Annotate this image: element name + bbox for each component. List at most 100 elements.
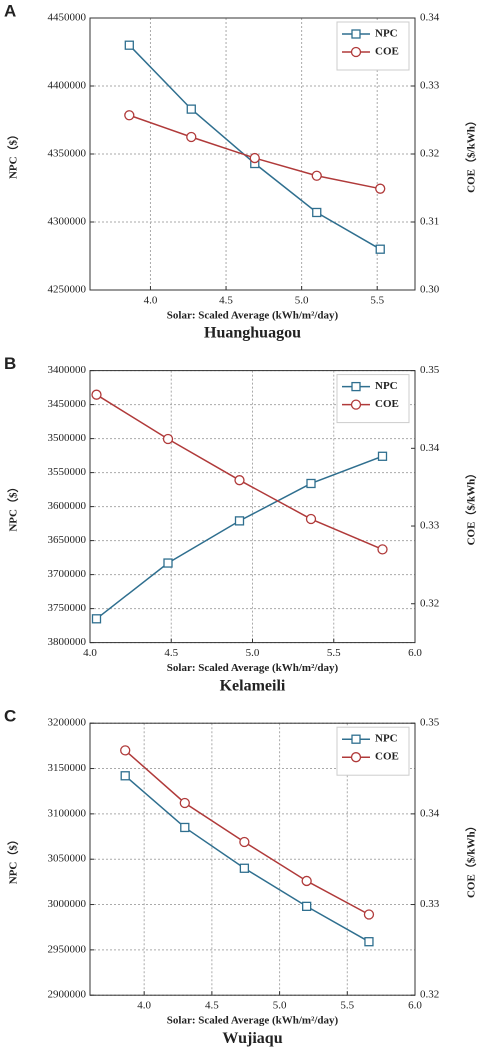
y-tick-label: 4350000 (48, 148, 87, 160)
marker (302, 901, 312, 911)
y-tick-label: 3000000 (48, 898, 87, 910)
marker (162, 433, 174, 445)
y2-tick-label: 0.33 (420, 898, 440, 910)
y-axis-label: NPC（$） (7, 834, 20, 884)
y-tick-label: 4400000 (48, 80, 87, 92)
marker (312, 207, 322, 218)
y2-tick-label: 0.30 (420, 284, 440, 296)
y-axis-label: NPC（$） (7, 129, 20, 179)
legend-marker (350, 46, 362, 58)
series-line (124, 749, 370, 916)
marker (180, 822, 190, 833)
marker (375, 183, 386, 194)
y-tick-label: 4250000 (48, 284, 87, 296)
marker (375, 244, 385, 254)
y-tick-label: 3700000 (48, 568, 87, 580)
marker (124, 110, 135, 121)
panel-label: B (4, 354, 16, 373)
x-tick-label: 4.5 (219, 295, 233, 307)
x-tick-label: 4.5 (164, 647, 178, 659)
marker (306, 478, 316, 489)
x-axis-label: Solar: Scaled Average (kWh/m²/day) (167, 662, 339, 674)
marker (91, 614, 102, 624)
y2-tick-label: 0.34 (420, 12, 440, 24)
x-axis-label: Solar: Scaled Average (kWh/m²/day) (167, 1015, 339, 1027)
marker (305, 513, 317, 525)
y-tick-label: 3050000 (48, 853, 87, 865)
legend-label: COE (375, 46, 399, 58)
legend-box (336, 21, 410, 71)
x-tick-label: 4.0 (83, 647, 97, 659)
y-tick-label: 3550000 (48, 466, 87, 478)
marker (234, 516, 245, 526)
legend-box (336, 374, 410, 424)
chart-title: Kelameili (220, 677, 286, 694)
legend-label: COE (375, 398, 399, 410)
legend-label: NPC (375, 28, 398, 40)
y2-tick-label: 0.34 (420, 442, 440, 454)
series-line (129, 114, 381, 190)
y-tick-label: 3150000 (48, 762, 87, 774)
plot-frame (89, 17, 416, 291)
x-tick-label: 6.0 (408, 1000, 422, 1012)
y-tick-label: 3750000 (48, 602, 87, 614)
legend-marker (350, 752, 362, 763)
x-tick-label: 6.0 (408, 647, 422, 659)
x-tick-label: 4.0 (137, 1000, 151, 1012)
marker (377, 451, 388, 461)
marker (120, 771, 130, 781)
panel: B 4.0 4.5 5.0 5.5 6.0 3400000 3450000 3500000 355… (4, 354, 478, 694)
y2-axis-label: COE（$/kWh） (465, 115, 478, 193)
marker (234, 475, 245, 486)
marker (363, 909, 375, 920)
marker (163, 558, 173, 568)
y-tick-label: 3450000 (48, 398, 87, 410)
marker (301, 875, 312, 887)
x-tick-label: 5.0 (295, 295, 309, 307)
marker (124, 40, 134, 50)
marker (186, 131, 197, 143)
y-tick-label: 4450000 (48, 12, 87, 24)
y2-axis-label: COE（$/kWh） (465, 820, 478, 898)
chart-title: Huanghuagou (204, 325, 301, 342)
y-tick-label: 2950000 (48, 943, 87, 955)
x-tick-label: 5.0 (273, 1000, 287, 1012)
y2-tick-label: 0.33 (420, 80, 440, 92)
y-tick-label: 3600000 (48, 500, 87, 512)
y2-tick-label: 0.33 (420, 520, 440, 532)
y2-tick-label: 0.32 (420, 989, 439, 1001)
y-axis-label: NPC（$） (7, 482, 20, 532)
x-tick-label: 5.5 (340, 1000, 354, 1012)
legend-marker (350, 399, 362, 410)
panel-label: C (4, 707, 16, 726)
marker (179, 797, 190, 809)
marker (377, 544, 388, 555)
legend-marker (351, 29, 361, 39)
x-tick-label: 4.0 (144, 295, 158, 307)
marker (120, 745, 131, 756)
series-line (128, 44, 381, 250)
y-tick-label: 3800000 (48, 636, 87, 648)
y-tick-label: 3200000 (48, 717, 87, 729)
y-tick-label: 3400000 (48, 364, 87, 376)
legend-label: NPC (375, 380, 398, 392)
marker (186, 104, 196, 114)
x-axis-label: Solar: Scaled Average (kWh/m²/day) (167, 310, 339, 322)
x-tick-label: 5.0 (246, 647, 260, 659)
panel: A 4.0 4.5 5.0 5.5 4250000 4300000 4350000 440000… (4, 1, 478, 341)
x-tick-label: 4.5 (205, 1000, 219, 1012)
legend-label: COE (375, 751, 399, 763)
marker (239, 863, 250, 873)
y2-tick-label: 0.35 (420, 717, 440, 729)
x-tick-label: 5.5 (327, 647, 341, 659)
marker (91, 389, 102, 400)
legend-marker (351, 381, 361, 392)
legend-marker (351, 734, 361, 744)
y2-axis-label: COE（$/kWh） (465, 468, 478, 546)
y2-tick-label: 0.32 (420, 148, 439, 160)
y-tick-label: 4300000 (48, 216, 87, 228)
plot-frame (89, 370, 416, 644)
legend-box (336, 726, 410, 776)
y-tick-label: 3650000 (48, 534, 87, 546)
